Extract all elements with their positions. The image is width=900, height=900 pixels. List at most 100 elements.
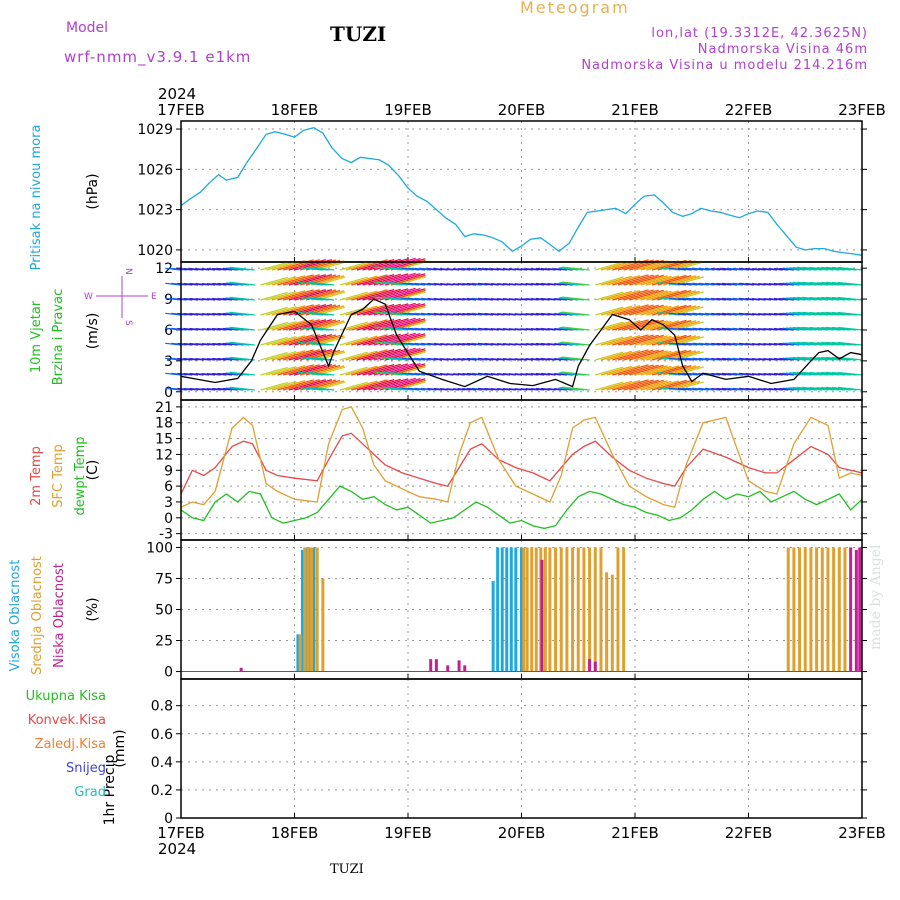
wind-arrow [351,349,388,361]
wind-arrow [230,371,255,376]
bar-mid_cloud [593,547,597,672]
y-tick-label: 100 [146,540,173,556]
bar-low_cloud [540,559,544,672]
y-tick-label: 0.8 [151,699,173,715]
wind-arrow [265,320,297,331]
wind-arrow [362,363,401,376]
wind-arrow [634,290,668,301]
wind-arrow [651,349,687,361]
wind-arrow [368,258,409,271]
wind-arrow [634,350,668,361]
series-pressure [180,127,863,256]
precip-legend-entry: Ukupna Kisa [26,689,106,704]
wind-arrow [617,289,654,301]
bar-mid_cloud [522,547,526,672]
wind-arrow [339,336,368,346]
wind-arrow [640,305,672,316]
model-elevation-label: Nadmorska Visina u modelu 214.216m [581,58,868,73]
wind-arrow [351,364,388,376]
wind-arrow [282,289,320,301]
wind-arrow [339,366,368,376]
bar-mid_cloud [315,547,319,672]
wind-arrow [288,334,326,346]
panel-frame [180,678,863,819]
wind-arrow [277,364,314,376]
wind-arrow [646,350,680,361]
wind-arrow [634,365,668,376]
y-tick-label: 3 [164,495,173,511]
wind-arrow [271,335,306,346]
y-axis-label: Niska Oblacnost [52,563,67,668]
wind-arrow [606,305,641,316]
bar-high_cloud [509,547,513,672]
y-tick-label: 18 [155,416,173,432]
y-units-label: (%) [85,597,101,621]
wind-arrow [595,306,624,316]
y-tick-label: 0.6 [151,727,173,743]
bar-mid_cloud [310,547,314,672]
wind-arrow [600,305,632,316]
wind-arrow [282,304,320,316]
x-tick-label-top: 20FEB [498,101,545,119]
bar-mid_cloud [559,547,563,672]
precip-legend-entry: Konvek.Kisa [28,713,106,728]
wind-arrow [368,288,409,301]
x-year-bottom: 2024 [158,840,196,858]
wind-arrow [230,266,255,271]
bar-high_cloud [500,547,504,672]
wind-arrow [282,364,320,376]
y-tick-label: -3 [159,527,173,543]
elevation-label: Nadmorska Visina 46m [697,42,868,57]
wind-arrow [600,365,632,376]
bar-high_cloud [520,547,523,672]
wind-arrow [595,276,624,286]
x-tick-label-bottom: 20FEB [498,824,545,842]
wind-arrow [640,275,672,286]
wind-arrow [288,304,326,316]
wind-arrow [277,334,314,346]
wind-arrow [230,341,255,346]
x-tick-label-bottom: 21FEB [611,824,658,842]
wind-arrow [282,274,320,286]
x-tick-label-top: 21FEB [611,101,658,119]
y-axis-label: 2m Temp [29,446,44,506]
wind-arrow [356,349,395,361]
bar-mid_cloud [820,547,824,672]
y-units-label: (mm) [112,729,128,767]
bar-mid_cloud [605,572,609,672]
wind-arrow [362,378,401,391]
wind-arrow [288,349,326,361]
wind-arrow [260,336,288,346]
bar-mid_cloud [303,547,307,672]
bar-mid_cloud [576,547,580,672]
wind-arrow [651,304,687,316]
wind-arrow [277,289,314,301]
y-axis-label: Brzina i Pravac [51,289,66,386]
wind-arrow [600,320,632,331]
bar-mid_cloud [843,547,847,672]
wind-arrow [629,334,664,346]
x-tick-label-bottom: 18FEB [271,824,318,842]
wind-arrow [339,351,368,361]
bar-mid_cloud [616,547,620,672]
wind-arrow [617,304,654,316]
bar-mid_cloud [815,547,819,672]
y-tick-label: 12 [155,261,173,277]
wind-arrow [617,274,654,286]
bar-low_cloud [239,667,243,672]
bar-mid_cloud [798,547,802,672]
bar-low_cloud [434,659,438,672]
wind-arrow [606,365,641,376]
wind-arrow [612,349,649,361]
bar-mid_cloud [588,547,592,672]
y-axis-label: 10m Vjetar [29,300,44,373]
y-tick-label: 6 [164,323,173,339]
series-dewpt [180,485,863,530]
wind-arrow [362,303,401,316]
wind-arrow [362,318,401,331]
x-tick-label-bottom: 22FEB [725,824,772,842]
wind-arrow [368,318,409,331]
wind-arrow [288,319,326,331]
wind-arrow [362,348,401,361]
